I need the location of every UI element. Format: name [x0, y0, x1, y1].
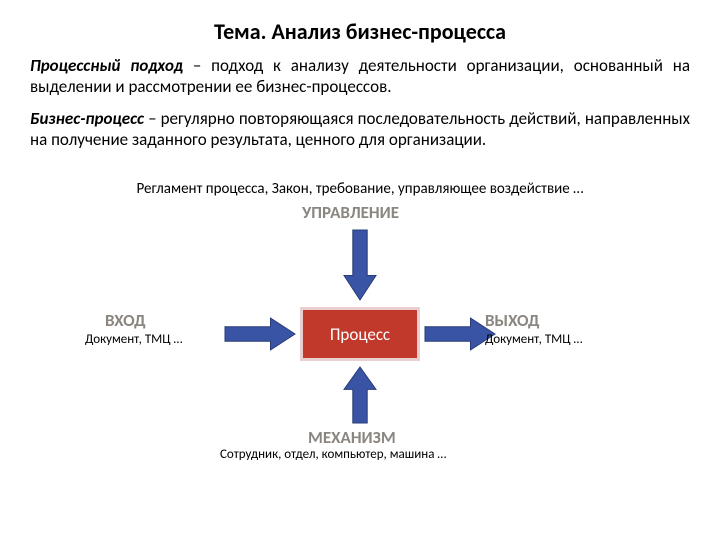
label-bottom: МЕХАНИЗМ — [308, 427, 396, 448]
arrow-bottom — [344, 367, 376, 423]
sub-right: Документ, ТМЦ … — [485, 332, 583, 347]
process-label: Процесс — [330, 324, 390, 345]
label-top: УПРАВЛЕНИЕ — [302, 202, 399, 223]
label-left: ВХОД — [105, 310, 146, 331]
reglament-line: Регламент процесса, Закон, требование, у… — [30, 180, 690, 198]
sub-left: Документ, ТМЦ … — [85, 332, 183, 347]
page-title: Тема. Анализ бизнес-процесса — [30, 18, 690, 45]
term-2: Бизнес-процесс — [30, 108, 144, 129]
process-box: Процесс — [300, 307, 420, 361]
arrow-bottom-poly — [344, 367, 376, 423]
paragraph-1: Процессный подход – подход к анализу дея… — [30, 55, 690, 98]
arrow-top — [344, 230, 376, 300]
paragraph-2: Бизнес-процесс – регулярно повторяющаяся… — [30, 108, 690, 151]
process-diagram: УПРАВЛЕНИЕ ВХОД Документ, ТМЦ … Процесс … — [30, 202, 690, 462]
sub-bottom: Сотрудник, отдел, компьютер, машина … — [220, 447, 446, 462]
arrow-left — [225, 318, 295, 350]
label-right: ВЫХОД — [485, 310, 539, 331]
arrow-top-poly — [344, 230, 376, 300]
term-1: Процессный подход — [30, 55, 183, 76]
arrow-left-poly — [225, 318, 295, 350]
